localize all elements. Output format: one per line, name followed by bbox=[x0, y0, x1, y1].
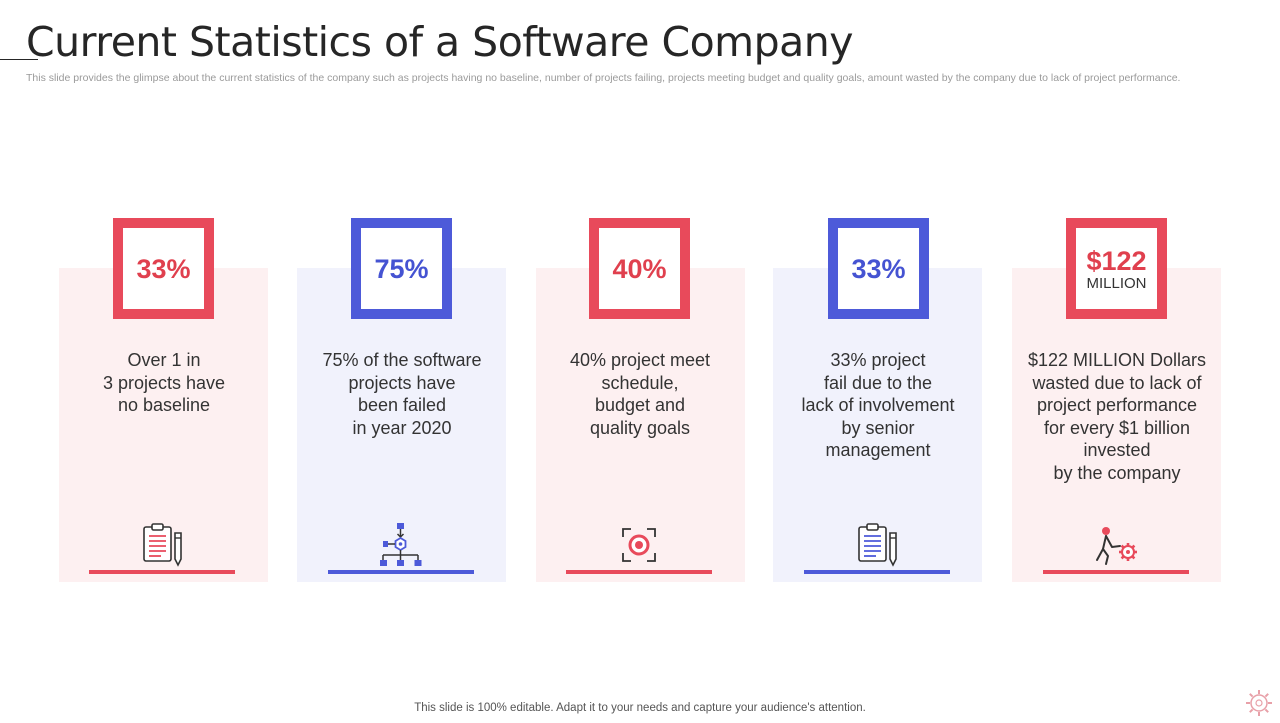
accent-bar-1 bbox=[89, 570, 235, 574]
stat-badge-3: 40% bbox=[589, 218, 690, 319]
description-line: wasted due to lack of bbox=[1032, 372, 1202, 393]
description-line: budget and bbox=[594, 395, 686, 415]
footer-note: This slide is 100% editable. Adapt it to… bbox=[414, 702, 866, 714]
accent-bar-4 bbox=[804, 570, 950, 574]
description-line: in year 2020 bbox=[352, 417, 452, 438]
title-accent-rule bbox=[0, 59, 38, 60]
clipboard-pen-icon bbox=[856, 522, 900, 568]
description-line: lack of involvement bbox=[801, 395, 955, 415]
stat-badge-4: 33% bbox=[828, 218, 929, 319]
description-line: fail due to the bbox=[823, 372, 933, 393]
description-line: 33% project bbox=[830, 350, 926, 370]
description-line: 40% project meet bbox=[569, 350, 711, 370]
description-line: quality goals bbox=[589, 417, 691, 438]
description-line: 3 projects have bbox=[102, 372, 226, 393]
hierarchy-network-icon bbox=[379, 522, 423, 568]
stat-unit: MILLION bbox=[1086, 274, 1147, 292]
stat-value: $122 bbox=[1086, 245, 1147, 276]
accent-bar-5 bbox=[1043, 570, 1189, 574]
description-line: project performance bbox=[1036, 395, 1198, 415]
target-focus-icon bbox=[617, 522, 661, 568]
description-line: no baseline bbox=[117, 395, 211, 415]
stat-description-1: Over 1 in 3 projects have no baseline bbox=[69, 349, 259, 417]
description-line: invested bbox=[1083, 440, 1151, 460]
stat-description-2: 75% of the software projects have been f… bbox=[307, 349, 497, 439]
description-line: by the company bbox=[1053, 462, 1181, 483]
description-line: 75% of the software bbox=[322, 350, 482, 370]
stat-card-3 bbox=[536, 268, 745, 582]
accent-bar-3 bbox=[566, 570, 712, 574]
gear-logo-icon bbox=[1244, 688, 1274, 718]
person-pushing-gear-icon bbox=[1094, 522, 1138, 568]
description-line: for every $1 billion bbox=[1043, 417, 1191, 438]
stat-description-3: 40% project meet schedule, budget and qu… bbox=[545, 349, 735, 439]
stat-description-5: $122 MILLION Dollars wasted due to lack … bbox=[1022, 349, 1212, 484]
page-subtitle: This slide provides the glimpse about th… bbox=[26, 72, 1181, 84]
description-line: schedule, bbox=[601, 372, 679, 393]
stat-card-5 bbox=[1012, 268, 1221, 582]
description-line: Over 1 in bbox=[127, 350, 201, 370]
description-line: $122 MILLION Dollars bbox=[1027, 350, 1207, 370]
description-line: management bbox=[825, 440, 931, 460]
description-line: by senior bbox=[841, 417, 915, 438]
clipboard-pen-icon bbox=[141, 522, 185, 568]
stat-badge-5: $122 MILLION bbox=[1066, 218, 1167, 319]
stat-card-2 bbox=[297, 268, 506, 582]
stat-value: 33% bbox=[136, 253, 191, 284]
stat-value: 75% bbox=[374, 253, 429, 284]
stat-value: 33% bbox=[851, 253, 906, 284]
page-title: Current Statistics of a Software Company bbox=[26, 18, 854, 66]
stat-badge-2: 75% bbox=[351, 218, 452, 319]
stat-description-4: 33% project fail due to the lack of invo… bbox=[783, 349, 973, 462]
description-line: projects have bbox=[348, 372, 456, 393]
description-line: been failed bbox=[357, 395, 447, 415]
stat-value: 40% bbox=[612, 253, 667, 284]
accent-bar-2 bbox=[328, 570, 474, 574]
stat-badge-1: 33% bbox=[113, 218, 214, 319]
